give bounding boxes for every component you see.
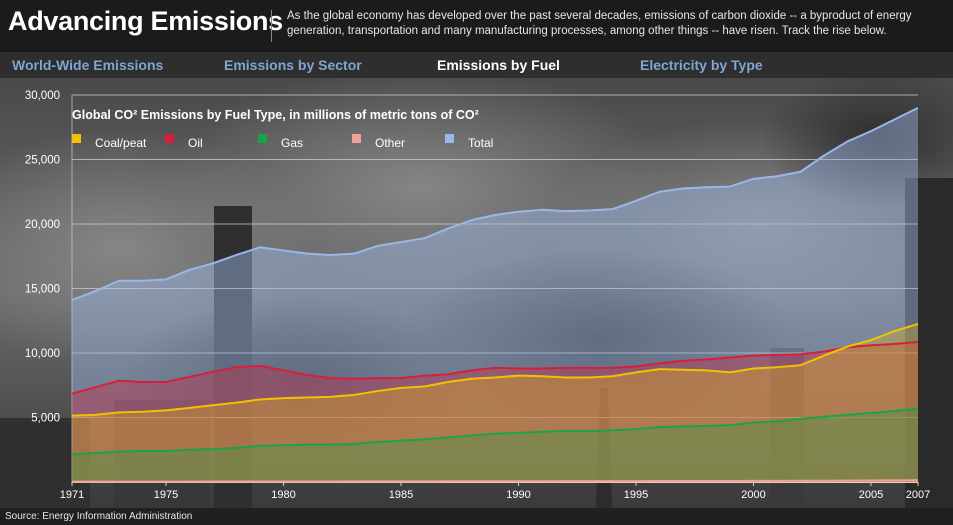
chart-plot: 5,000 10,000 15,000 20,000 25,000 30,000 1971 1… [25,90,930,501]
series-line-total [71,107,919,302]
legend-label: Total [468,136,494,150]
y-tick-label: 10,000 [25,348,60,360]
y-tick-label: 15,000 [25,284,60,296]
x-tick-label: 1990 [506,489,530,501]
x-tick-label: 2007 [906,489,930,501]
x-tick-label: 1995 [624,489,648,501]
y-tick-label: 5,000 [31,413,60,425]
y-tick-label: 25,000 [25,155,60,167]
footer [0,508,953,525]
x-tick-label: 1985 [389,489,413,501]
series-line-gas [71,407,919,456]
y-tick-label: 30,000 [25,90,60,102]
legend-swatch [445,134,454,143]
page-title: Advancing Emissions [8,6,283,36]
y-tick-label: 20,000 [25,219,60,231]
source-note: Source: Energy Information Administratio… [5,511,193,522]
legend-swatch [72,134,81,143]
series-line-coal [71,323,919,417]
series-line-oil [71,341,919,395]
series-line-other [72,479,919,483]
chart-title: Global CO² Emissions by Fuel Type, in mi… [72,108,479,122]
x-tick-label: 2005 [859,489,883,501]
title-divider [271,10,272,42]
legend-swatch [352,134,361,143]
x-tick-label: 1980 [271,489,295,501]
area-oil [72,342,918,482]
chart-area: 5,000 10,000 15,000 20,000 25,000 30,000 1971 1… [0,78,953,508]
tab-electricity-by-type[interactable]: Electricity by Type [640,57,763,73]
x-tick-label: 1975 [154,489,178,501]
legend-label: Gas [281,136,304,150]
tab-emissions-by-fuel[interactable]: Emissions by Fuel [437,57,560,73]
legend-label: Oil [188,136,203,150]
page-description: As the global economy has developed over… [287,10,912,37]
legend-swatch [165,134,174,143]
x-tick-label: 1971 [60,489,84,501]
area-coal [72,323,918,482]
area-total [72,107,918,483]
active-tab-pointer [494,73,506,79]
chart-legend: Coal/peat Oil Gas Other Total [72,134,532,154]
tab-emissions-by-sector[interactable]: Emissions by Sector [224,57,362,73]
legend-label: Other [375,136,406,150]
legend-label: Coal/peat [95,136,147,150]
x-tick-label: 2000 [741,489,765,501]
tab-world-wide-emissions[interactable]: World-Wide Emissions [12,57,164,73]
tab-bar: World-Wide Emissions Emissions by Sector… [0,52,953,79]
header: Advancing Emissions As the global econom… [0,0,953,52]
legend-swatch [258,134,267,143]
